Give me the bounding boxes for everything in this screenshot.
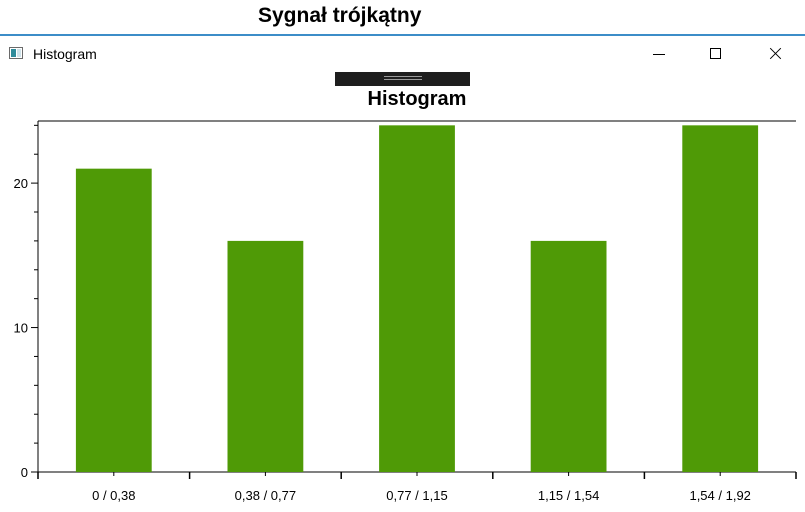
app-window-icon [9, 47, 23, 59]
background-window-border [0, 34, 805, 36]
background-window-title: Sygnał trójkątny [258, 4, 422, 27]
x-tick-label: 1,54 / 1,92 [689, 488, 750, 503]
chart-title: Histogram [367, 88, 467, 110]
x-tick-label: 0,38 / 0,77 [235, 488, 296, 503]
histogram-bar [379, 125, 455, 472]
histogram-bar [227, 240, 304, 472]
y-tick-label: 20 [14, 176, 28, 191]
x-tick-label: 1,15 / 1,54 [538, 488, 599, 503]
drag-handle[interactable] [335, 72, 470, 86]
y-tick-label: 10 [14, 321, 28, 336]
histogram-bar [75, 168, 152, 472]
window-title: Histogram [33, 46, 97, 62]
maximize-button[interactable] [693, 36, 739, 72]
minimize-button[interactable] [636, 36, 682, 72]
window-titlebar[interactable]: Histogram [0, 36, 805, 72]
histogram-bar [530, 240, 607, 472]
x-tick-label: 0,77 / 1,15 [386, 488, 447, 503]
histogram-bar [682, 125, 759, 472]
x-tick-label: 0 / 0,38 [92, 488, 135, 503]
y-tick-label: 0 [21, 465, 28, 480]
